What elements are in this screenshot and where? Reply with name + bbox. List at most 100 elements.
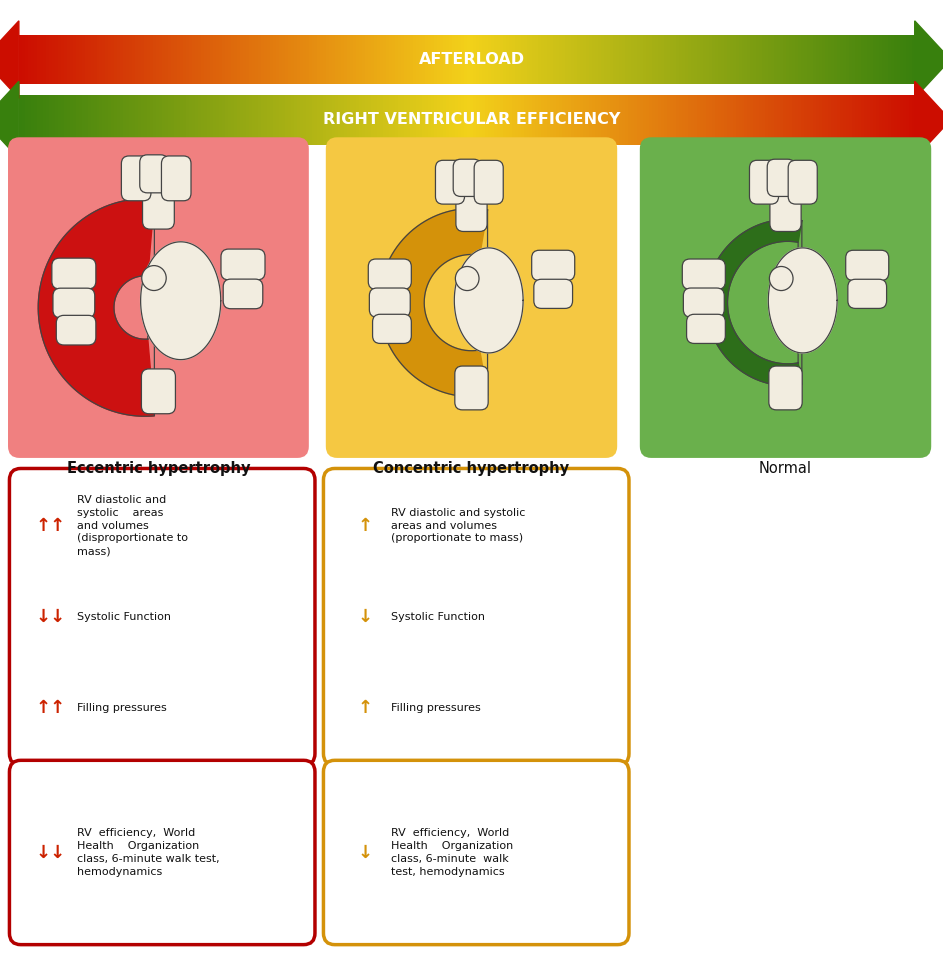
Polygon shape <box>458 95 461 145</box>
FancyBboxPatch shape <box>640 137 932 458</box>
Polygon shape <box>333 95 336 145</box>
Polygon shape <box>634 35 637 84</box>
Polygon shape <box>530 95 533 145</box>
Polygon shape <box>673 95 676 145</box>
Polygon shape <box>40 95 42 145</box>
Polygon shape <box>646 35 649 84</box>
Polygon shape <box>437 95 440 145</box>
Polygon shape <box>129 95 132 145</box>
Polygon shape <box>210 95 213 145</box>
Text: ↓↓: ↓↓ <box>36 608 66 626</box>
Polygon shape <box>589 95 592 145</box>
Polygon shape <box>804 95 807 145</box>
Polygon shape <box>73 95 75 145</box>
Polygon shape <box>255 35 257 84</box>
Polygon shape <box>231 95 234 145</box>
Polygon shape <box>303 95 306 145</box>
Polygon shape <box>297 95 300 145</box>
Text: Filling pressures: Filling pressures <box>77 703 167 713</box>
Polygon shape <box>682 95 685 145</box>
Polygon shape <box>168 35 172 84</box>
FancyBboxPatch shape <box>122 156 151 201</box>
Polygon shape <box>336 95 339 145</box>
Polygon shape <box>150 35 153 84</box>
Polygon shape <box>117 95 121 145</box>
Polygon shape <box>479 35 482 84</box>
Polygon shape <box>655 95 658 145</box>
Polygon shape <box>467 95 470 145</box>
Polygon shape <box>825 35 828 84</box>
Polygon shape <box>326 95 329 145</box>
Polygon shape <box>703 35 705 84</box>
Polygon shape <box>243 95 246 145</box>
FancyBboxPatch shape <box>141 369 175 414</box>
Polygon shape <box>434 95 437 145</box>
Polygon shape <box>727 95 730 145</box>
Polygon shape <box>813 35 817 84</box>
Polygon shape <box>55 95 58 145</box>
Polygon shape <box>100 95 103 145</box>
Polygon shape <box>162 95 165 145</box>
Polygon shape <box>300 95 303 145</box>
Polygon shape <box>891 35 894 84</box>
Polygon shape <box>329 95 333 145</box>
Text: Systolic Function: Systolic Function <box>391 612 486 622</box>
Polygon shape <box>766 35 769 84</box>
Polygon shape <box>569 35 571 84</box>
FancyBboxPatch shape <box>768 159 795 197</box>
Polygon shape <box>279 35 282 84</box>
Polygon shape <box>339 35 341 84</box>
Polygon shape <box>425 35 428 84</box>
Polygon shape <box>897 95 900 145</box>
Polygon shape <box>795 95 799 145</box>
Polygon shape <box>318 95 321 145</box>
Polygon shape <box>777 35 781 84</box>
Polygon shape <box>723 95 727 145</box>
Polygon shape <box>174 95 177 145</box>
Polygon shape <box>706 220 802 386</box>
Polygon shape <box>219 95 222 145</box>
Polygon shape <box>204 95 207 145</box>
Polygon shape <box>643 35 646 84</box>
Polygon shape <box>810 95 813 145</box>
Polygon shape <box>753 35 756 84</box>
Polygon shape <box>774 35 777 84</box>
Polygon shape <box>356 95 359 145</box>
Polygon shape <box>819 35 822 84</box>
FancyBboxPatch shape <box>455 173 488 231</box>
Polygon shape <box>574 35 577 84</box>
Polygon shape <box>434 35 437 84</box>
Polygon shape <box>649 35 652 84</box>
Polygon shape <box>252 95 255 145</box>
Polygon shape <box>583 35 587 84</box>
Polygon shape <box>153 35 157 84</box>
Polygon shape <box>341 35 344 84</box>
Polygon shape <box>416 35 419 84</box>
Polygon shape <box>329 35 333 84</box>
Polygon shape <box>554 35 556 84</box>
Polygon shape <box>362 95 365 145</box>
Polygon shape <box>817 95 819 145</box>
Polygon shape <box>174 35 177 84</box>
Polygon shape <box>613 95 616 145</box>
Polygon shape <box>604 35 607 84</box>
Polygon shape <box>781 35 784 84</box>
Polygon shape <box>22 35 25 84</box>
Polygon shape <box>720 35 723 84</box>
Polygon shape <box>183 35 186 84</box>
Polygon shape <box>786 95 789 145</box>
Polygon shape <box>60 35 64 84</box>
Polygon shape <box>673 35 676 84</box>
Polygon shape <box>697 95 700 145</box>
Polygon shape <box>912 35 915 84</box>
Polygon shape <box>846 35 849 84</box>
Polygon shape <box>472 35 475 84</box>
Polygon shape <box>470 35 472 84</box>
Polygon shape <box>837 35 840 84</box>
Polygon shape <box>888 35 891 84</box>
Polygon shape <box>736 95 738 145</box>
Polygon shape <box>237 35 240 84</box>
Polygon shape <box>703 95 705 145</box>
Polygon shape <box>198 35 201 84</box>
Polygon shape <box>592 35 595 84</box>
